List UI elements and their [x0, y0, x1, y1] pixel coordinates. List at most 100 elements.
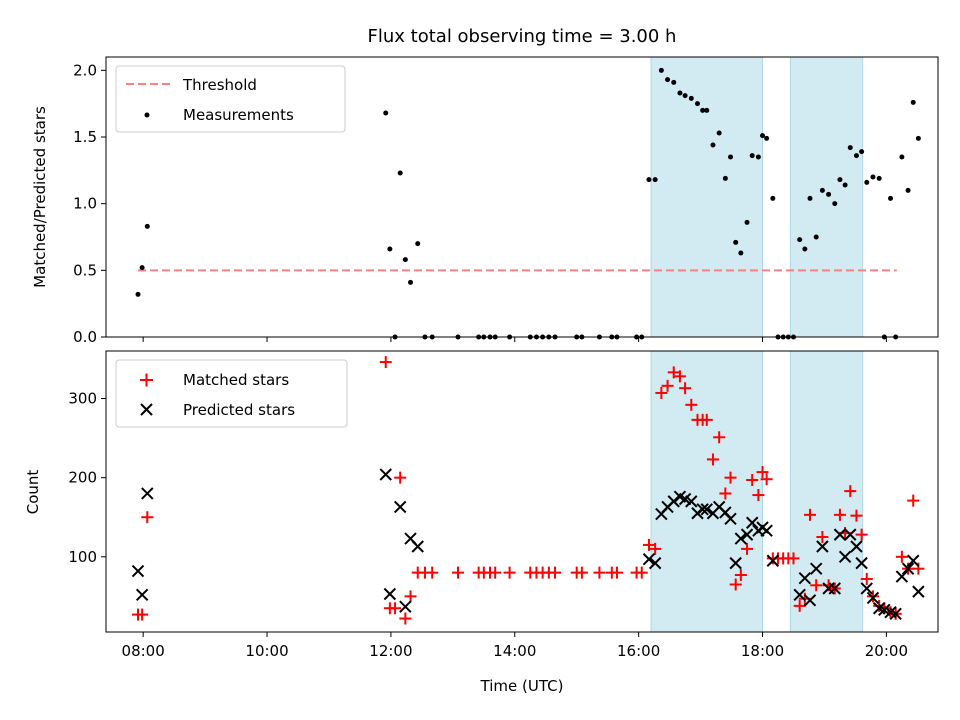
predicted-star-stroke: [844, 528, 857, 541]
matched-star-point: [752, 489, 765, 502]
x-tick-label: 08:00: [122, 642, 165, 660]
predicted-star-stroke: [866, 591, 880, 605]
matched-star-point: [787, 552, 800, 565]
x-tick-label: 20:00: [865, 642, 908, 660]
matched-star-point: [610, 566, 623, 579]
predicted-star-point: [745, 516, 759, 529]
matched-star-point: [729, 578, 742, 591]
count-legend: Matched stars Predicted stars: [115, 359, 348, 428]
predicted-star-stroke: [740, 528, 754, 541]
measurement-point: [842, 182, 848, 188]
matched-star-point: [136, 608, 149, 621]
predicted-star-stroke: [803, 594, 817, 607]
matched-star-point: [700, 413, 713, 426]
measurements-legend-label: Measurements: [183, 106, 294, 124]
measurement-point: [870, 174, 876, 180]
x-tick-label: 16:00: [617, 642, 660, 660]
predicted-star-point: [700, 503, 713, 516]
count-y-tick-label: 300: [68, 389, 97, 407]
predicted-star-stroke: [141, 487, 154, 500]
predicted-star-stroke: [745, 516, 759, 529]
predicted-star-point: [907, 554, 920, 567]
matched-star-point: [679, 382, 692, 395]
measurement-point: [905, 187, 911, 193]
measurement-point: [910, 99, 916, 105]
predicted-star-point: [855, 556, 868, 570]
matched-star-point: [549, 566, 562, 579]
predicted-star-point: [399, 600, 412, 613]
predicted-star-point: [816, 540, 829, 553]
predicted-star-point: [895, 570, 909, 583]
ratio-y-tick-label: 2.0: [73, 61, 97, 79]
measurement-point: [738, 250, 744, 256]
matched-star-point: [895, 550, 908, 563]
measurement-point: [415, 241, 421, 247]
measurement-point: [837, 177, 843, 183]
predicted-star-point: [379, 468, 392, 481]
ratio-legend-box: [115, 65, 346, 133]
matched-star-point: [756, 466, 769, 479]
x-tick-label: 10:00: [245, 642, 288, 660]
predicted-star-stroke: [901, 562, 915, 575]
matched-star-point: [667, 366, 680, 379]
predicted-star-stroke: [850, 540, 863, 553]
predicted-star-point: [131, 564, 145, 578]
observing-window-span: [789, 56, 864, 338]
predicted-star-stroke: [872, 602, 886, 615]
predicted-star-point: [411, 540, 424, 553]
matched-star-point: [642, 538, 655, 551]
measurement-point: [408, 279, 414, 285]
predicted-star-stroke: [678, 492, 692, 506]
x-axis-label: Time (UTC): [480, 677, 564, 695]
matched-star-point: [593, 566, 606, 579]
measurement-point: [733, 239, 739, 245]
measurement-point: [716, 130, 722, 136]
predicted-star-stroke: [724, 512, 737, 526]
predicted-star-point: [866, 591, 880, 605]
ratio-axes-frame: [105, 56, 939, 338]
measurement-point: [744, 219, 750, 225]
measurement-point: [728, 154, 734, 160]
matched-star-point: [855, 528, 868, 541]
measurement-point: [847, 145, 853, 151]
predicted-star-stroke: [809, 562, 823, 575]
predicted-star-stroke: [404, 532, 417, 545]
matched-star-point: [452, 566, 464, 579]
matched-star-point: [860, 572, 873, 585]
predicted-star-point: [696, 503, 709, 516]
measurement-point: [677, 90, 683, 96]
measurement-point: [888, 195, 894, 201]
measurement-point: [876, 175, 882, 181]
predicted-star-stroke: [760, 524, 773, 537]
predicted-star-point: [798, 571, 812, 585]
matched-star-point: [389, 602, 402, 615]
measurement-point: [770, 195, 776, 201]
predicted-star-point: [648, 556, 662, 570]
measurement-point: [387, 246, 393, 252]
predicted-star-stroke: [642, 552, 656, 566]
matched-star-point: [793, 599, 806, 612]
predicted-star-stroke: [135, 588, 149, 602]
predicted-star-stroke: [729, 556, 742, 570]
observing-window-shading-top: [650, 56, 864, 338]
predicted-star-stroke: [700, 503, 713, 516]
predicted-star-stroke: [399, 600, 412, 613]
count-y-tick-label: 100: [68, 548, 97, 566]
measurement-point: [700, 107, 706, 113]
predicted-star-stroke: [719, 506, 732, 519]
measurement-point: [797, 237, 803, 243]
predicted-star-point: [803, 594, 817, 607]
measurement-point: [760, 133, 766, 139]
measurement-point: [688, 95, 694, 101]
predicted-star-stroke: [383, 587, 397, 601]
measurement-point: [383, 110, 389, 116]
measurement-point: [694, 101, 700, 107]
measurement-point: [915, 135, 921, 141]
count-points: [131, 356, 925, 625]
predicted-star-stroke: [798, 571, 812, 585]
matched-star-point: [816, 531, 829, 544]
matched-star-point: [655, 386, 668, 399]
predicted-star-point: [135, 588, 149, 602]
matched-star-point: [661, 379, 674, 392]
ratio-y-axis-label: Matched/Predicted stars: [31, 106, 49, 288]
